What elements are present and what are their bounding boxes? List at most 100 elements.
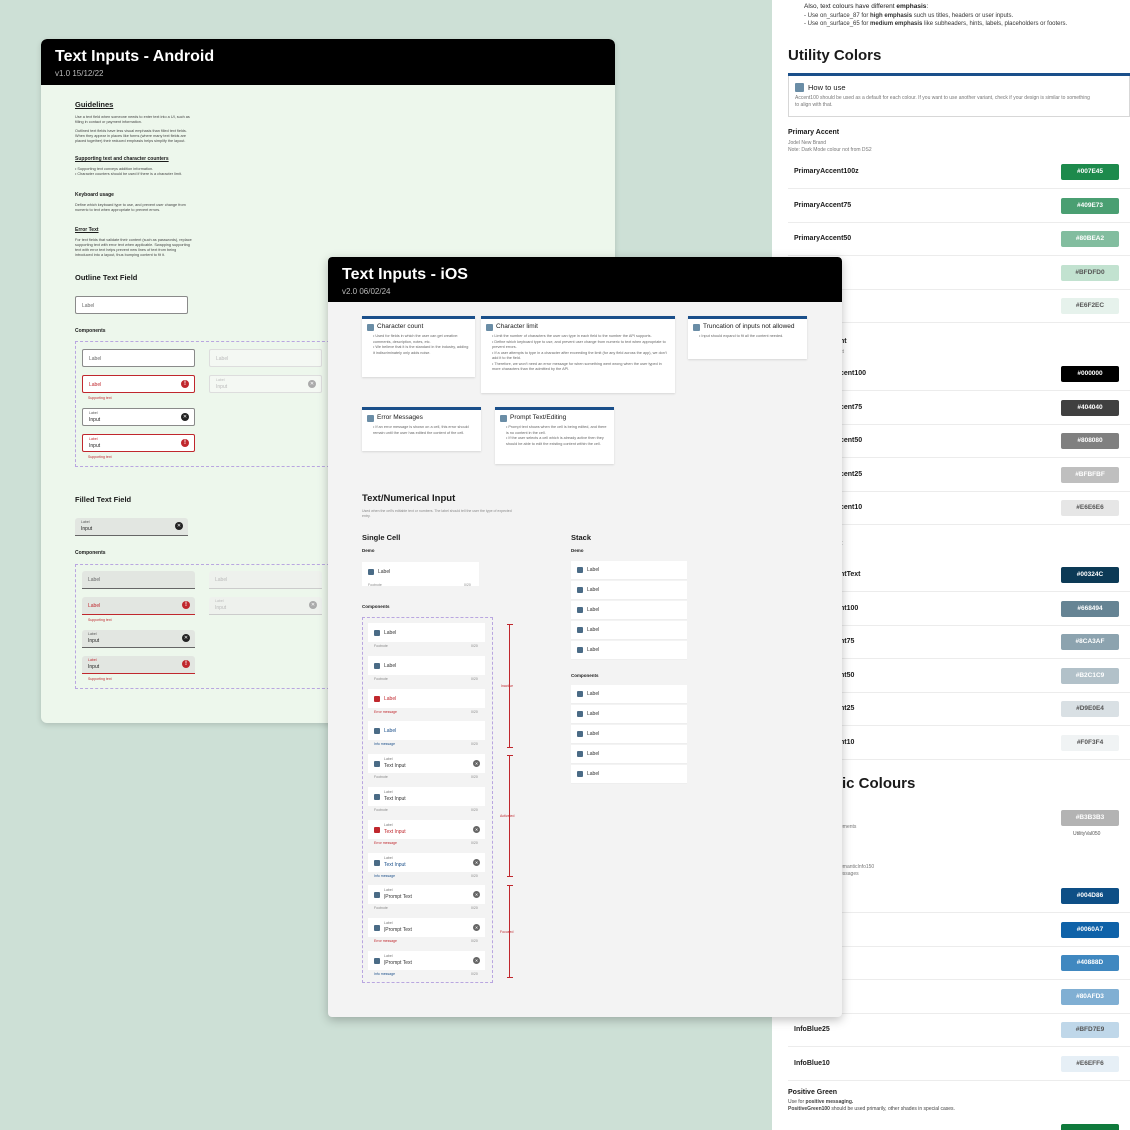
text-input-cell[interactable]: Label	[368, 688, 485, 708]
keyboard-title: Keyboard usage	[75, 192, 114, 198]
cell-footnote: Error message	[374, 939, 397, 944]
text-input-cell[interactable]: Label	[368, 623, 485, 642]
cell-value: |Prompt Text	[384, 927, 412, 934]
stack-cell[interactable]: Label	[571, 640, 687, 660]
color-swatch: #40888D	[1061, 955, 1119, 972]
intro-text-post: :	[926, 3, 929, 10]
text-input-cell[interactable]: Label	[368, 721, 485, 741]
text-input-cell[interactable]: Label Text Input ✕	[368, 852, 485, 872]
cell-icon	[577, 606, 583, 613]
guidelines-p2: Outlined text fields have less visual em…	[75, 129, 187, 143]
color-name: cent75	[840, 403, 863, 411]
clear-icon[interactable]: ✕	[473, 924, 480, 932]
note-truncation: Truncation of inputs not allowed • Input…	[688, 316, 807, 359]
filled-field-error[interactable]: Label!	[82, 597, 195, 615]
info-icon	[795, 83, 804, 92]
stack-cell[interactable]: Label	[571, 724, 687, 744]
color-row: cent100 #000000	[788, 358, 1130, 391]
cell-label: Label	[384, 662, 397, 669]
filled-field-default[interactable]: Label	[82, 571, 195, 589]
clear-icon[interactable]: ✕	[182, 634, 190, 642]
filled-text-field[interactable]: Label Input ✕	[75, 518, 188, 536]
cell-label: Label	[587, 646, 600, 653]
clear-icon[interactable]: ✕	[473, 825, 480, 833]
demo-cell[interactable]: Label	[362, 562, 479, 586]
outline-field-filled[interactable]: Label Input ✕	[82, 408, 195, 426]
color-row: PrimaryAccent75 #409E73	[788, 190, 1130, 223]
color-name: cent100	[840, 370, 867, 377]
field-value: Input	[89, 443, 101, 449]
color-row: PrimaryAccent50 #80BEA2	[788, 223, 1130, 257]
color-swatch: #BFD7E9	[1061, 1022, 1119, 1039]
color-name: InfoBlue10	[794, 1060, 830, 1067]
clear-icon[interactable]: ✕	[181, 413, 189, 421]
char-counter: 0/20	[471, 644, 478, 648]
stack-cell[interactable]: Label	[571, 744, 687, 764]
stack-cell[interactable]: Label	[571, 685, 687, 704]
color-name: nt50	[840, 671, 855, 679]
color-name: nt100	[840, 604, 859, 612]
outline-text-field[interactable]: Label	[75, 296, 188, 314]
clear-icon[interactable]: ✕	[473, 858, 480, 866]
how-to-use-title: How to use	[808, 83, 846, 92]
text-input-cell[interactable]: Label Text Input ✕	[368, 754, 485, 774]
field-label: Label	[215, 577, 228, 583]
color-row: nt10 #F0F3F4	[788, 727, 1130, 760]
stack-cell[interactable]: Label	[571, 764, 687, 784]
supporting-text: Supporting text	[88, 677, 112, 681]
clear-icon[interactable]: ✕	[175, 522, 183, 530]
field-small-label: Label	[216, 378, 225, 382]
outline-field-filled-error[interactable]: Label Input!	[82, 434, 195, 452]
cell-icon	[577, 710, 583, 717]
cell-footnote: Info message	[374, 972, 396, 976]
cell-icon	[577, 567, 583, 573]
color-row: cent75 #404040	[788, 392, 1130, 425]
char-counter: 0/20	[471, 742, 478, 747]
stack-cell[interactable]: Label	[571, 580, 687, 600]
cell-footnote: Error message	[374, 709, 397, 714]
note-character-limit: Character limit • Limit the number of ch…	[481, 316, 675, 393]
stack-cell[interactable]: Label	[571, 600, 687, 620]
cell-value: |Prompt Text	[384, 960, 412, 966]
android-version: v1.0 15/12/22	[55, 69, 104, 78]
clear-icon[interactable]: ✕	[473, 891, 480, 899]
primary-accent-sub: Jodel New Brand Note: Dark Mode colour no…	[788, 140, 872, 153]
filled-field-filled-error[interactable]: Label Input!	[82, 656, 195, 674]
stack-cell[interactable]: Label	[571, 561, 687, 580]
error-icon: !	[181, 380, 189, 388]
cell-icon	[374, 794, 380, 800]
note-prompt-text: Prompt Text/Editing • Prompt text shows …	[495, 407, 614, 464]
info-icon	[693, 324, 700, 331]
color-swatch: #B2C1C9	[1061, 667, 1119, 684]
semantic-row-sub: ements	[840, 824, 857, 830]
text-input-cell[interactable]: Label |Prompt Text ✕	[368, 885, 485, 905]
text-input-cell[interactable]: Label Text Input ✕	[368, 819, 485, 839]
cell-icon	[374, 892, 380, 899]
stack-cell[interactable]: Label	[571, 620, 687, 640]
filled-field-filled[interactable]: Label Input ✕	[82, 630, 195, 648]
cell-label: Label	[384, 728, 397, 735]
single-cell-title: Single Cell	[362, 533, 401, 542]
stack-cell[interactable]: Label	[571, 704, 687, 724]
field-small-label: Label	[88, 632, 97, 636]
field-value: Input	[89, 417, 101, 423]
cell-small-label: Label	[384, 757, 393, 762]
cell-small-label: Label	[384, 790, 393, 794]
color-name: ntText	[840, 571, 861, 578]
android-header: Text Inputs - Android v1.0 15/12/22	[41, 39, 615, 85]
outline-field-error[interactable]: Label!	[82, 375, 195, 393]
field-small-label: Label	[215, 599, 224, 603]
color-swatch: #E6E6E6	[1061, 500, 1119, 517]
note-error-messages: Error Messages • If an error message is …	[362, 407, 481, 451]
color-name: nt10	[840, 739, 855, 746]
text-input-cell[interactable]: Label |Prompt Text ✕	[368, 918, 485, 938]
text-input-cell[interactable]: Label Text Input	[368, 787, 485, 806]
outline-field-default[interactable]: Label	[82, 349, 195, 367]
text-input-cell[interactable]: Label	[368, 655, 485, 675]
clear-icon[interactable]: ✕	[473, 957, 480, 964]
footnote: Footnote	[368, 583, 382, 587]
clear-icon[interactable]: ✕	[473, 760, 480, 768]
field-label: Label	[89, 382, 102, 388]
cell-label: Label	[587, 606, 600, 613]
text-input-cell[interactable]: Label |Prompt Text ✕	[368, 951, 485, 970]
